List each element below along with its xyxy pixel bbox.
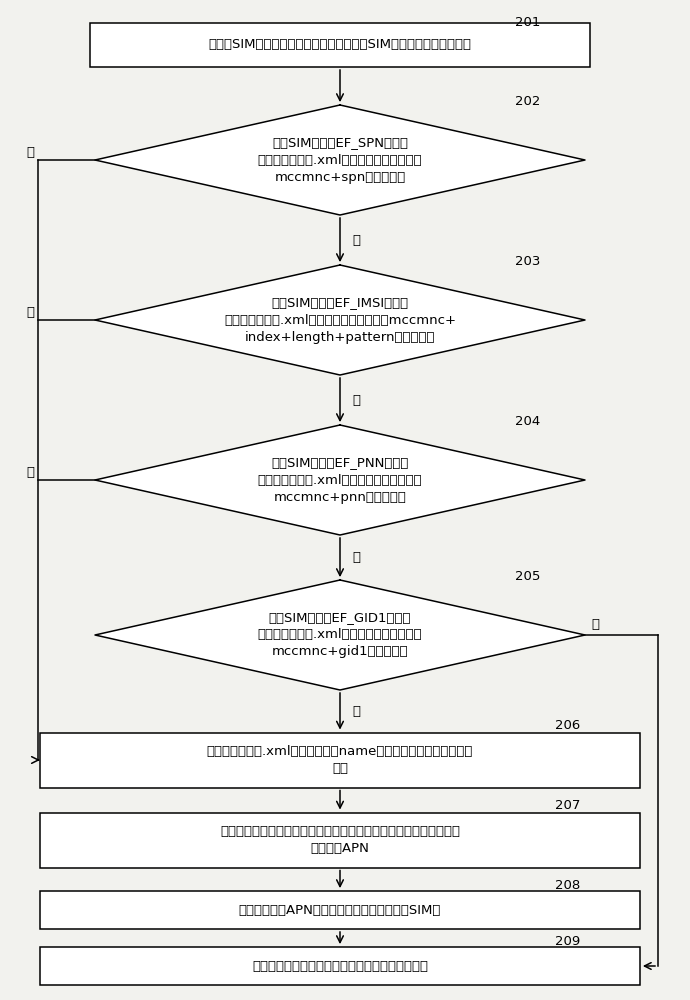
Text: 确定为实体网络提供者或虚拟网络提供者识别失败: 确定为实体网络提供者或虚拟网络提供者识别失败 <box>252 960 428 972</box>
Text: 201: 201 <box>515 16 540 29</box>
Text: 是: 是 <box>26 145 34 158</box>
Bar <box>40 732 640 788</box>
Text: 读取SIM卡中的EF_IMSI文件，
在相应的后缀为.xml的文件中查找是否存在mccmnc+
index+length+pattern对应的记录: 读取SIM卡中的EF_IMSI文件， 在相应的后缀为.xml的文件中查找是否存在… <box>224 296 456 344</box>
Text: 209: 209 <box>555 935 580 948</box>
Text: 根据所确定的APN建立数据连接，以激活所述SIM卡: 根据所确定的APN建立数据连接，以激活所述SIM卡 <box>239 904 441 916</box>
Text: 读取SIM卡中的EF_PNN文件，
在相应的后缀为.xml的文件中查找是否存在
mccmnc+pnn对应的记录: 读取SIM卡中的EF_PNN文件， 在相应的后缀为.xml的文件中查找是否存在 … <box>257 456 422 504</box>
Text: 205: 205 <box>515 570 540 583</box>
Text: 是: 是 <box>352 705 360 718</box>
Polygon shape <box>95 105 585 215</box>
Bar <box>40 812 640 867</box>
Polygon shape <box>95 425 585 535</box>
Text: 是: 是 <box>26 306 34 318</box>
Text: 根据第一类识别信息和第二类识别信息确定目标虚拟网络提供者的接
入点名称APN: 根据第一类识别信息和第二类识别信息确定目标虚拟网络提供者的接 入点名称APN <box>220 825 460 855</box>
Text: 读取SIM卡中的EF_GID1文件，
在相应的后缀为.xml的文件中查找是否存在
mccmnc+gid1对应的记录: 读取SIM卡中的EF_GID1文件， 在相应的后缀为.xml的文件中查找是否存在… <box>257 611 422 658</box>
Text: 否: 否 <box>352 393 360 406</box>
Text: 206: 206 <box>555 719 580 732</box>
Text: 204: 204 <box>515 415 540 428</box>
Bar <box>40 947 640 985</box>
Text: 接收到SIM卡的数据连接建立请求时，读取SIM卡中的第二类识别信息: 接收到SIM卡的数据连接建立请求时，读取SIM卡中的第二类识别信息 <box>208 38 471 51</box>
Text: 207: 207 <box>555 799 580 812</box>
Text: 在相应的后缀为.xml的文件中读取name字段的内容作为第一类识别
信息: 在相应的后缀为.xml的文件中读取name字段的内容作为第一类识别 信息 <box>207 745 473 775</box>
Text: 是: 是 <box>26 466 34 479</box>
Text: 否: 否 <box>591 618 599 632</box>
Text: 203: 203 <box>515 255 540 268</box>
Text: 否: 否 <box>352 551 360 564</box>
Polygon shape <box>95 580 585 690</box>
Text: 否: 否 <box>352 233 360 246</box>
Text: 读取SIM卡中的EF_SPN文件，
在相应的后缀为.xml的文件中查找是否存在
mccmnc+spn对应的记录: 读取SIM卡中的EF_SPN文件， 在相应的后缀为.xml的文件中查找是否存在 … <box>257 136 422 184</box>
Text: 208: 208 <box>555 879 580 892</box>
Bar <box>40 891 640 929</box>
Bar <box>90 23 590 67</box>
Polygon shape <box>95 265 585 375</box>
Text: 202: 202 <box>515 95 540 108</box>
